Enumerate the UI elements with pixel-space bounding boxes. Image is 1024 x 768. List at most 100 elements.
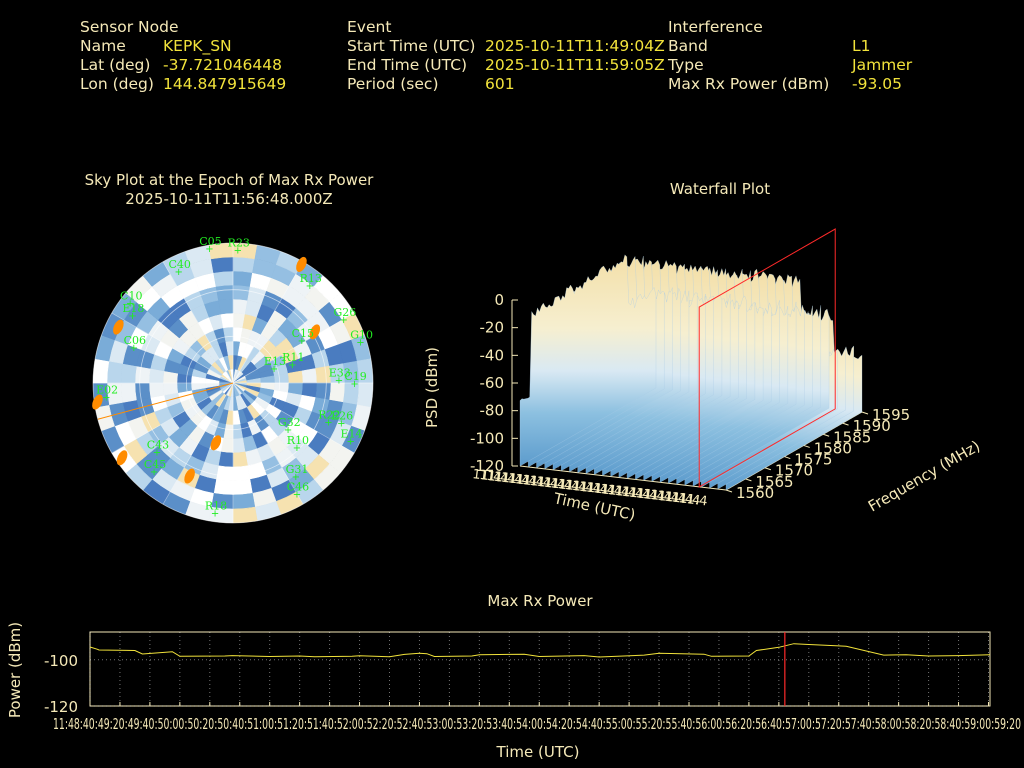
satellite-marker: +	[284, 425, 292, 436]
waterfall-z-tick-label: -60	[480, 374, 505, 392]
waterfall-freq-tick-label: 1575	[794, 451, 832, 469]
waterfall-time-tick-label: 11:4	[628, 485, 659, 503]
satellite-label: E18	[122, 302, 144, 315]
waterfall-freq-tick	[725, 489, 733, 493]
waterfall-time-tick-label: 11:4	[599, 482, 630, 500]
waterfall-time-tick-label: 11:4	[678, 491, 709, 509]
maxpower-ticks: -100 -12011:48:40:49:20:49:40:50:00:50:20…	[6, 622, 1021, 761]
satellite-marker: +	[205, 244, 213, 255]
interference-power-value: -93.05	[852, 75, 902, 93]
waterfall-time-tick-label: 11:4	[550, 476, 581, 494]
satellite-marker: +	[130, 343, 138, 354]
satellite-marker: +	[324, 417, 332, 428]
sky-heatmap	[93, 243, 373, 523]
waterfall-time-tick-label: 11:4	[472, 467, 503, 485]
waterfall-time-tick-label: 11:4	[649, 488, 680, 506]
waterfall-time-tick-label: 11:4	[514, 472, 545, 490]
waterfall-time-tick-label: 11:4	[500, 470, 531, 488]
waterfall-freq-tick-label: 1580	[814, 439, 852, 457]
satellite-marker: +	[288, 360, 296, 371]
waterfall-freq-tick	[822, 433, 830, 437]
waterfall-z-tick-label: -120	[470, 457, 504, 475]
waterfall-time-tick-label: 11:4	[535, 475, 566, 493]
satellite-label: C06	[124, 334, 146, 347]
sky-spoke	[162, 261, 234, 384]
maxpower-x-tick-labels: 11:48:40:49:20:49:40:50:00:50:20:50:40:5…	[53, 715, 1021, 733]
waterfall-freq-tick-label: 1560	[736, 484, 774, 502]
waterfall-freq-tick	[803, 444, 810, 448]
interference-marker	[92, 394, 103, 410]
event-period-label: Period (sec)	[347, 75, 439, 93]
satellite-label: C15	[292, 327, 314, 340]
satellite-label: E14	[340, 427, 362, 440]
satellite-label: C46	[287, 480, 309, 493]
waterfall-time-tick-label: 11:4	[571, 479, 602, 497]
interference-marker	[116, 450, 128, 466]
maxpower-y-tick-label: -100	[44, 652, 78, 670]
satellite-marker: +	[150, 467, 158, 478]
waterfall-time-tick-label: 11:4	[578, 479, 609, 497]
maxpower-grid	[89, 631, 991, 707]
maxpower-x-axis-label: Time (UTC)	[496, 743, 580, 761]
waterfall-time-tick-label: 11:4	[528, 474, 559, 492]
sensor-lat-value: -37.721046448	[163, 56, 282, 74]
sky-spoke	[232, 382, 355, 454]
satellite-label: E33	[329, 366, 351, 379]
waterfall-time-tick-label: 11:4	[592, 481, 623, 499]
waterfall-surface	[519, 254, 863, 491]
satellite-marker: +	[337, 418, 345, 429]
waterfall-freq-tick	[784, 456, 791, 460]
interference-heading: Interference	[668, 18, 763, 36]
skyplot-subtitle: 2025-10-11T11:56:48.000Z	[125, 190, 333, 208]
waterfall-freq-tick	[842, 422, 849, 426]
satellite-marker: +	[128, 311, 136, 322]
event-period-value: 601	[485, 75, 515, 93]
waterfall-time-tick-label: 11:4	[635, 486, 666, 504]
interference-band-label: Band	[668, 37, 708, 55]
waterfall-time-tick-label: 11:4	[486, 469, 517, 487]
satellite-label: C40	[168, 258, 190, 271]
satellite-marker: +	[234, 245, 242, 256]
waterfall-z-tick-label: -40	[480, 346, 505, 364]
satellite-label: R22	[318, 408, 340, 421]
waterfall-time-tick-label: 11:4	[670, 490, 701, 508]
waterfall-time-tick-label: 11:4	[557, 477, 588, 495]
satellite-label: R10	[287, 434, 309, 447]
waterfall-time-tick-label: 11:4	[521, 473, 552, 491]
satellite-label: E13	[264, 355, 286, 368]
waterfall-time-tick-label: 11:4	[507, 471, 538, 489]
satellite-label: C10	[120, 290, 142, 303]
waterfall-title: Waterfall Plot	[669, 180, 771, 198]
waterfall-freq-tick	[764, 467, 772, 471]
waterfall-time-tick-label: 11:4	[663, 489, 694, 507]
sensor-lat-label: Lat (deg)	[80, 56, 151, 74]
sensor-name-value: KEPK_SN	[163, 37, 232, 55]
event-end-label: End Time (UTC)	[347, 56, 468, 74]
waterfall-time-tick-label: 11:4	[614, 484, 645, 502]
event-heading: Event	[347, 18, 392, 36]
satellite-label: E26	[331, 409, 353, 422]
interference-marker	[210, 435, 222, 451]
satellite-label: G32	[278, 416, 301, 429]
maxpower-frame	[89, 631, 991, 707]
sensor-name-label: Name	[80, 37, 126, 55]
interference-marker	[296, 256, 307, 272]
interference-type-value: Jammer	[852, 56, 913, 74]
interference-marker	[184, 468, 195, 484]
satellite-marker: +	[335, 375, 343, 386]
satellite-label: G10	[350, 329, 373, 342]
satellite-label: R18	[205, 499, 227, 512]
skyplot-title: Sky Plot at the Epoch of Max Rx Power	[84, 171, 374, 189]
satellite-marker: +	[356, 338, 364, 349]
waterfall-time-tick-label: 11:4	[621, 484, 652, 502]
interference-band-value: L1	[852, 37, 871, 55]
waterfall-time-tick-label: 11:4	[585, 480, 616, 498]
sky-spoke	[232, 312, 355, 384]
satellite-label: R13	[300, 272, 322, 285]
waterfall-z-axis-label: PSD (dBm)	[423, 347, 441, 428]
waterfall-z-tick-label: 0	[494, 291, 504, 309]
waterfall-time-axis	[519, 465, 727, 491]
